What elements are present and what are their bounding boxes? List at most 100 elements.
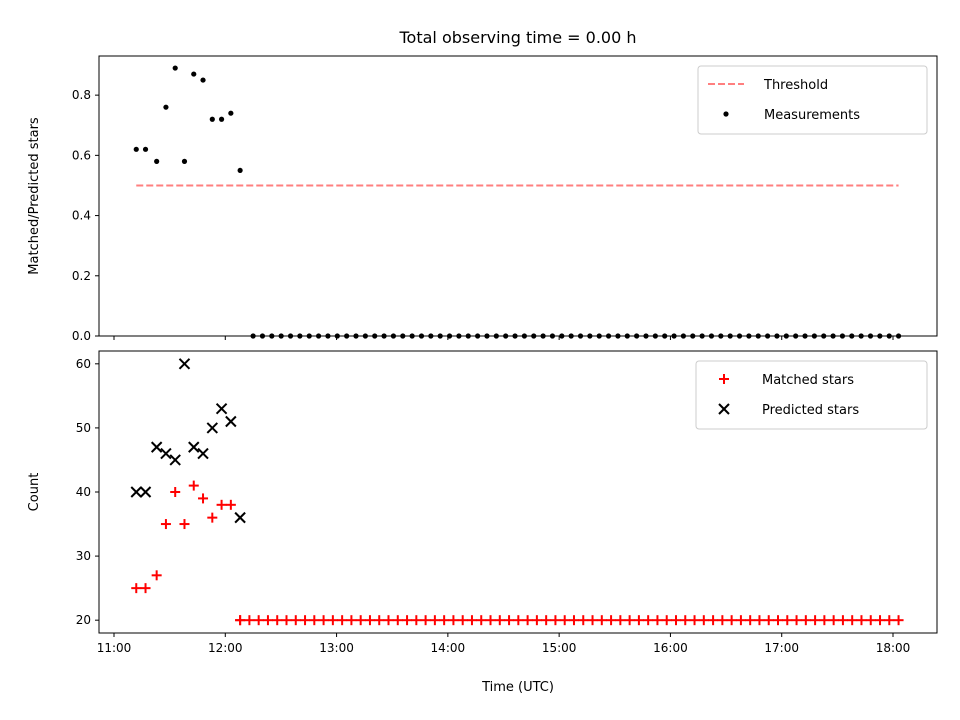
measurement-point: [690, 333, 696, 339]
matched-star-marker: [531, 615, 542, 626]
measurement-point: [746, 333, 752, 339]
marker-stroke: [206, 422, 219, 434]
matched-star-marker: [698, 615, 709, 626]
measurement-point: [671, 333, 677, 339]
predicted-star-marker: [139, 486, 152, 498]
measurement-point: [624, 333, 630, 339]
measurement-point: [755, 333, 761, 339]
measurement-point: [353, 333, 359, 339]
measurement-point: [708, 333, 715, 339]
y-tick-label: 40: [76, 485, 91, 499]
matched-star-marker: [754, 615, 765, 626]
matched-star-marker: [680, 615, 691, 626]
measurement-point: [699, 333, 705, 339]
marker-stroke: [188, 441, 200, 453]
marker-stroke: [215, 402, 228, 415]
matched-star-marker: [541, 615, 552, 626]
measurement-point: [830, 333, 836, 339]
measurement-point: [372, 333, 378, 339]
measurement-point: [237, 167, 243, 174]
legend-measurements-swatch: [723, 111, 729, 117]
matched-star-marker: [355, 615, 366, 626]
measurement-point: [727, 333, 733, 339]
matched-star-marker: [216, 499, 227, 510]
matched-star-marker: [290, 615, 301, 626]
matched-star-marker: [782, 615, 793, 626]
measurement-point: [259, 333, 266, 339]
matched-star-marker: [253, 615, 264, 626]
y-tick-label: 30: [76, 549, 91, 563]
matched-star-marker: [170, 487, 181, 497]
measurement-point: [154, 158, 160, 164]
measurement-point: [858, 333, 864, 339]
measurement-point: [475, 333, 481, 339]
y-tick-label: 0.6: [72, 148, 91, 162]
predicted-star-marker: [178, 358, 191, 370]
matched-star-marker: [763, 615, 774, 626]
marker-stroke: [718, 403, 730, 415]
y-tick-label: 0.2: [72, 269, 91, 283]
legend-label: Matched stars: [762, 373, 854, 388]
measurement-point: [465, 333, 471, 339]
measurement-point: [839, 333, 846, 339]
measurement-point: [512, 333, 518, 339]
y-tick-label: 0.0: [72, 329, 91, 343]
measurement-point: [877, 333, 883, 339]
matched-star-marker: [198, 493, 209, 504]
matched-star-marker: [708, 615, 719, 626]
predicted-star-marker: [197, 447, 209, 460]
predicted-star-marker: [234, 511, 246, 524]
matched-star-marker: [476, 615, 487, 626]
measurement-point: [493, 333, 499, 339]
x-tick-label: 16:00: [653, 641, 688, 655]
legend-box: [695, 360, 928, 430]
matched-star-marker: [652, 615, 663, 626]
x-tick-label: 18:00: [876, 641, 911, 655]
measurement-point: [381, 333, 387, 339]
measurement-point: [587, 333, 593, 339]
y-axis-label: Matched/Predicted stars: [27, 117, 42, 275]
matched-star-marker: [160, 519, 171, 530]
matched-star-marker: [244, 615, 255, 626]
matched-star-marker: [300, 615, 311, 626]
measurement-point: [774, 333, 780, 339]
y-tick-label: 20: [76, 613, 91, 627]
y-tick-label: 60: [76, 357, 91, 371]
y-tick-label: 50: [76, 421, 91, 435]
matched-star-marker: [578, 615, 589, 626]
measurement-point: [428, 333, 434, 339]
matched-star-marker: [504, 615, 515, 626]
measurement-point: [549, 333, 556, 339]
measurement-point: [325, 333, 331, 339]
matched-star-marker: [819, 615, 830, 626]
x-tick-label: 11:00: [97, 641, 132, 655]
y-tick-label: 0.4: [72, 209, 91, 223]
marker-stroke: [139, 486, 152, 498]
matched-star-marker: [893, 615, 904, 626]
legend-predicted-swatch: [718, 403, 730, 415]
matched-star-marker: [272, 615, 283, 626]
measurement-point: [718, 333, 724, 339]
measurement-point: [250, 333, 256, 339]
marker-stroke: [225, 415, 237, 428]
measurement-point: [531, 333, 537, 339]
measurement-point: [540, 333, 546, 339]
predicted-star-marker: [215, 402, 228, 415]
matched-star-marker: [151, 570, 162, 581]
matched-star-marker: [522, 615, 533, 626]
measurement-point: [634, 333, 640, 339]
plot-frame-1: [98, 55, 938, 337]
matched-star-marker: [429, 615, 440, 626]
predicted-star-marker: [150, 441, 163, 453]
matched-star-marker: [383, 615, 394, 626]
matched-star-marker: [550, 615, 561, 626]
x-tick-label: 14:00: [431, 641, 466, 655]
x-tick-label: 12:00: [208, 641, 243, 655]
matched-star-marker: [837, 615, 848, 626]
legend-box: [697, 65, 928, 135]
matched-star-marker: [179, 519, 190, 530]
measurement-point: [886, 333, 892, 339]
measurement-point: [821, 333, 827, 339]
matched-star-marker: [800, 615, 811, 626]
matched-star-marker: [847, 615, 858, 626]
